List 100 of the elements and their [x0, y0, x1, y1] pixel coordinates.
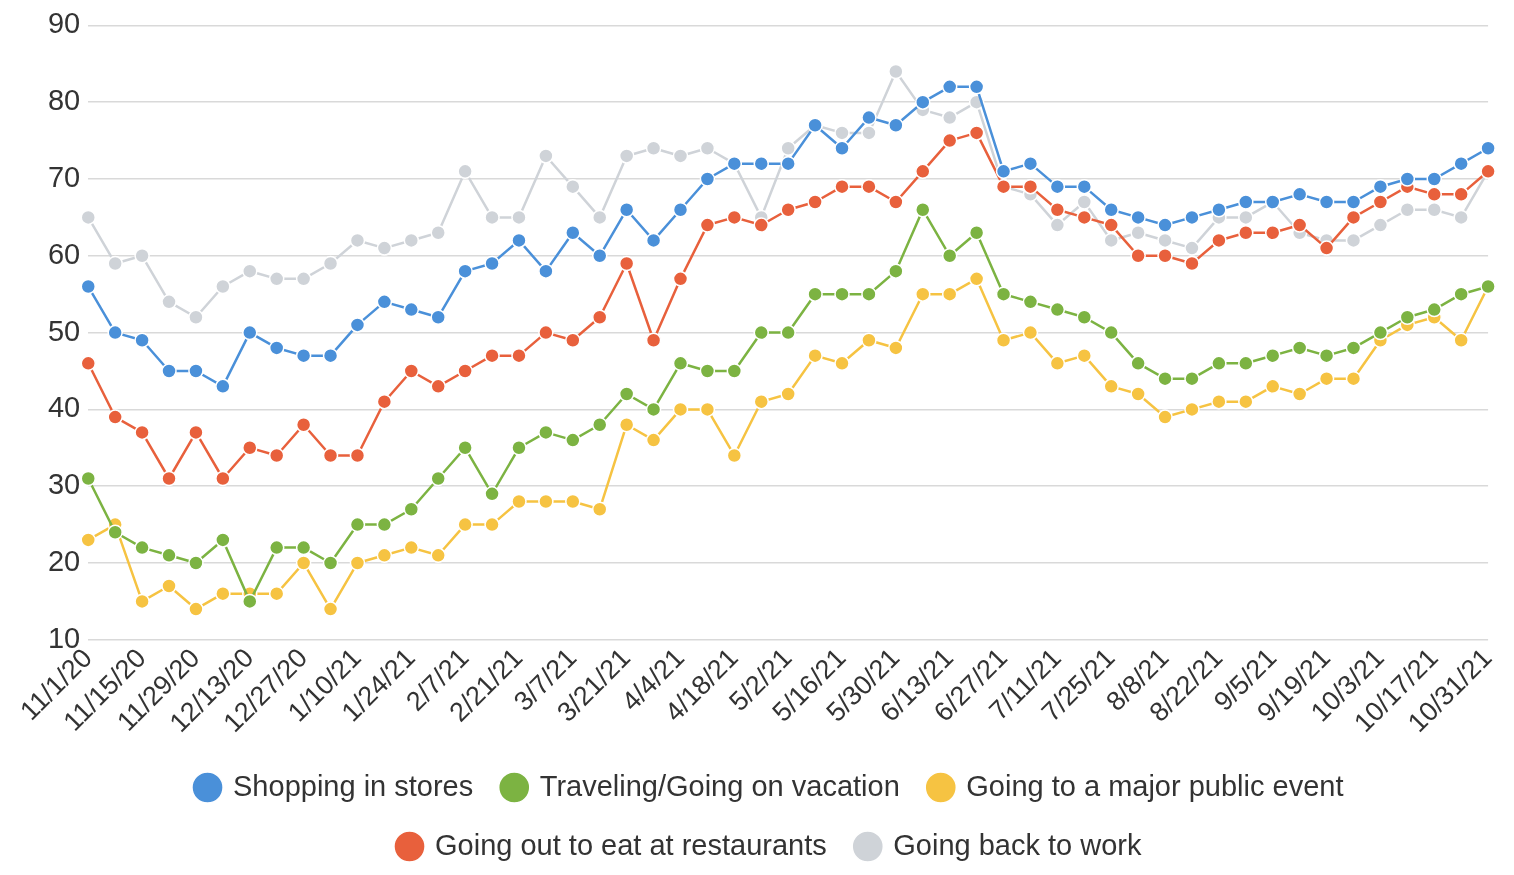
point: [591, 248, 608, 264]
point: [753, 393, 769, 410]
point: [1345, 194, 1362, 210]
point: [645, 332, 662, 349]
point: [538, 324, 554, 341]
point: [1291, 186, 1308, 203]
point: [1453, 209, 1469, 226]
point: [511, 347, 527, 364]
legend-label: Shopping in stores: [233, 769, 474, 802]
point: [1453, 332, 1469, 349]
point: [565, 493, 581, 510]
point: [403, 501, 420, 517]
point: [376, 240, 393, 256]
point: [349, 447, 366, 464]
point: [242, 324, 258, 341]
point: [295, 347, 312, 364]
point: [268, 539, 285, 556]
point: [780, 201, 796, 218]
point: [1157, 409, 1173, 425]
point: [1453, 155, 1469, 172]
point: [834, 140, 850, 157]
point: [511, 440, 527, 456]
point: [699, 363, 716, 379]
point: [1184, 401, 1200, 418]
point: [941, 248, 958, 264]
point: [672, 271, 689, 287]
point: [968, 79, 985, 95]
point: [215, 585, 231, 602]
y-tick-label: 90: [47, 7, 81, 40]
point: [915, 94, 931, 110]
point: [1264, 225, 1281, 241]
point: [618, 148, 635, 164]
point: [672, 401, 689, 418]
point: [1238, 209, 1254, 226]
point: [161, 578, 177, 594]
point: [457, 516, 473, 533]
legend-label: Going back to work: [893, 828, 1142, 861]
point: [1022, 294, 1039, 310]
point: [107, 255, 123, 272]
point: [780, 386, 796, 402]
point: [888, 263, 904, 279]
point: [1130, 225, 1146, 241]
point: [915, 163, 931, 180]
point: [1453, 286, 1469, 302]
point: [1211, 232, 1227, 249]
point: [215, 470, 231, 487]
point: [1184, 370, 1200, 387]
point: [1318, 194, 1335, 210]
point: [672, 201, 689, 218]
point: [1049, 301, 1066, 318]
point: [1264, 378, 1281, 395]
point: [1399, 171, 1416, 187]
point: [834, 286, 850, 302]
point: [1130, 355, 1146, 372]
point: [268, 271, 285, 287]
point: [780, 155, 796, 172]
point: [753, 217, 769, 233]
point: [1211, 355, 1227, 372]
point: [995, 332, 1012, 349]
point: [1238, 225, 1254, 241]
point: [968, 125, 985, 141]
point: [861, 286, 877, 302]
point: [376, 516, 393, 533]
point: [511, 232, 527, 249]
legend-label: Going to a major public event: [966, 769, 1344, 802]
point: [430, 378, 446, 395]
point: [726, 209, 743, 226]
point: [699, 140, 716, 157]
point: [1022, 324, 1039, 341]
point: [1157, 248, 1173, 264]
point: [322, 255, 339, 272]
y-tick-label: 80: [47, 84, 81, 117]
y-tick-label: 30: [47, 468, 81, 501]
point: [591, 501, 608, 517]
point: [268, 585, 285, 602]
point: [1399, 309, 1416, 325]
point: [161, 363, 177, 379]
point: [1130, 248, 1146, 264]
point: [995, 163, 1012, 180]
point: [807, 347, 823, 364]
point: [565, 178, 581, 195]
point: [511, 493, 527, 510]
point: [1238, 393, 1254, 410]
point: [134, 424, 150, 441]
legend-label: Going out to eat at restaurants: [435, 828, 827, 861]
point: [861, 332, 877, 349]
point: [188, 555, 204, 571]
point: [430, 547, 446, 564]
point: [1318, 370, 1335, 387]
point: [1103, 201, 1119, 218]
point: [1372, 324, 1389, 341]
point: [591, 209, 608, 226]
point: [888, 63, 904, 80]
point: [834, 355, 850, 372]
point: [80, 209, 97, 226]
point: [80, 470, 97, 487]
point: [591, 309, 608, 325]
point: [618, 416, 635, 433]
point: [861, 178, 877, 195]
point: [915, 201, 931, 218]
